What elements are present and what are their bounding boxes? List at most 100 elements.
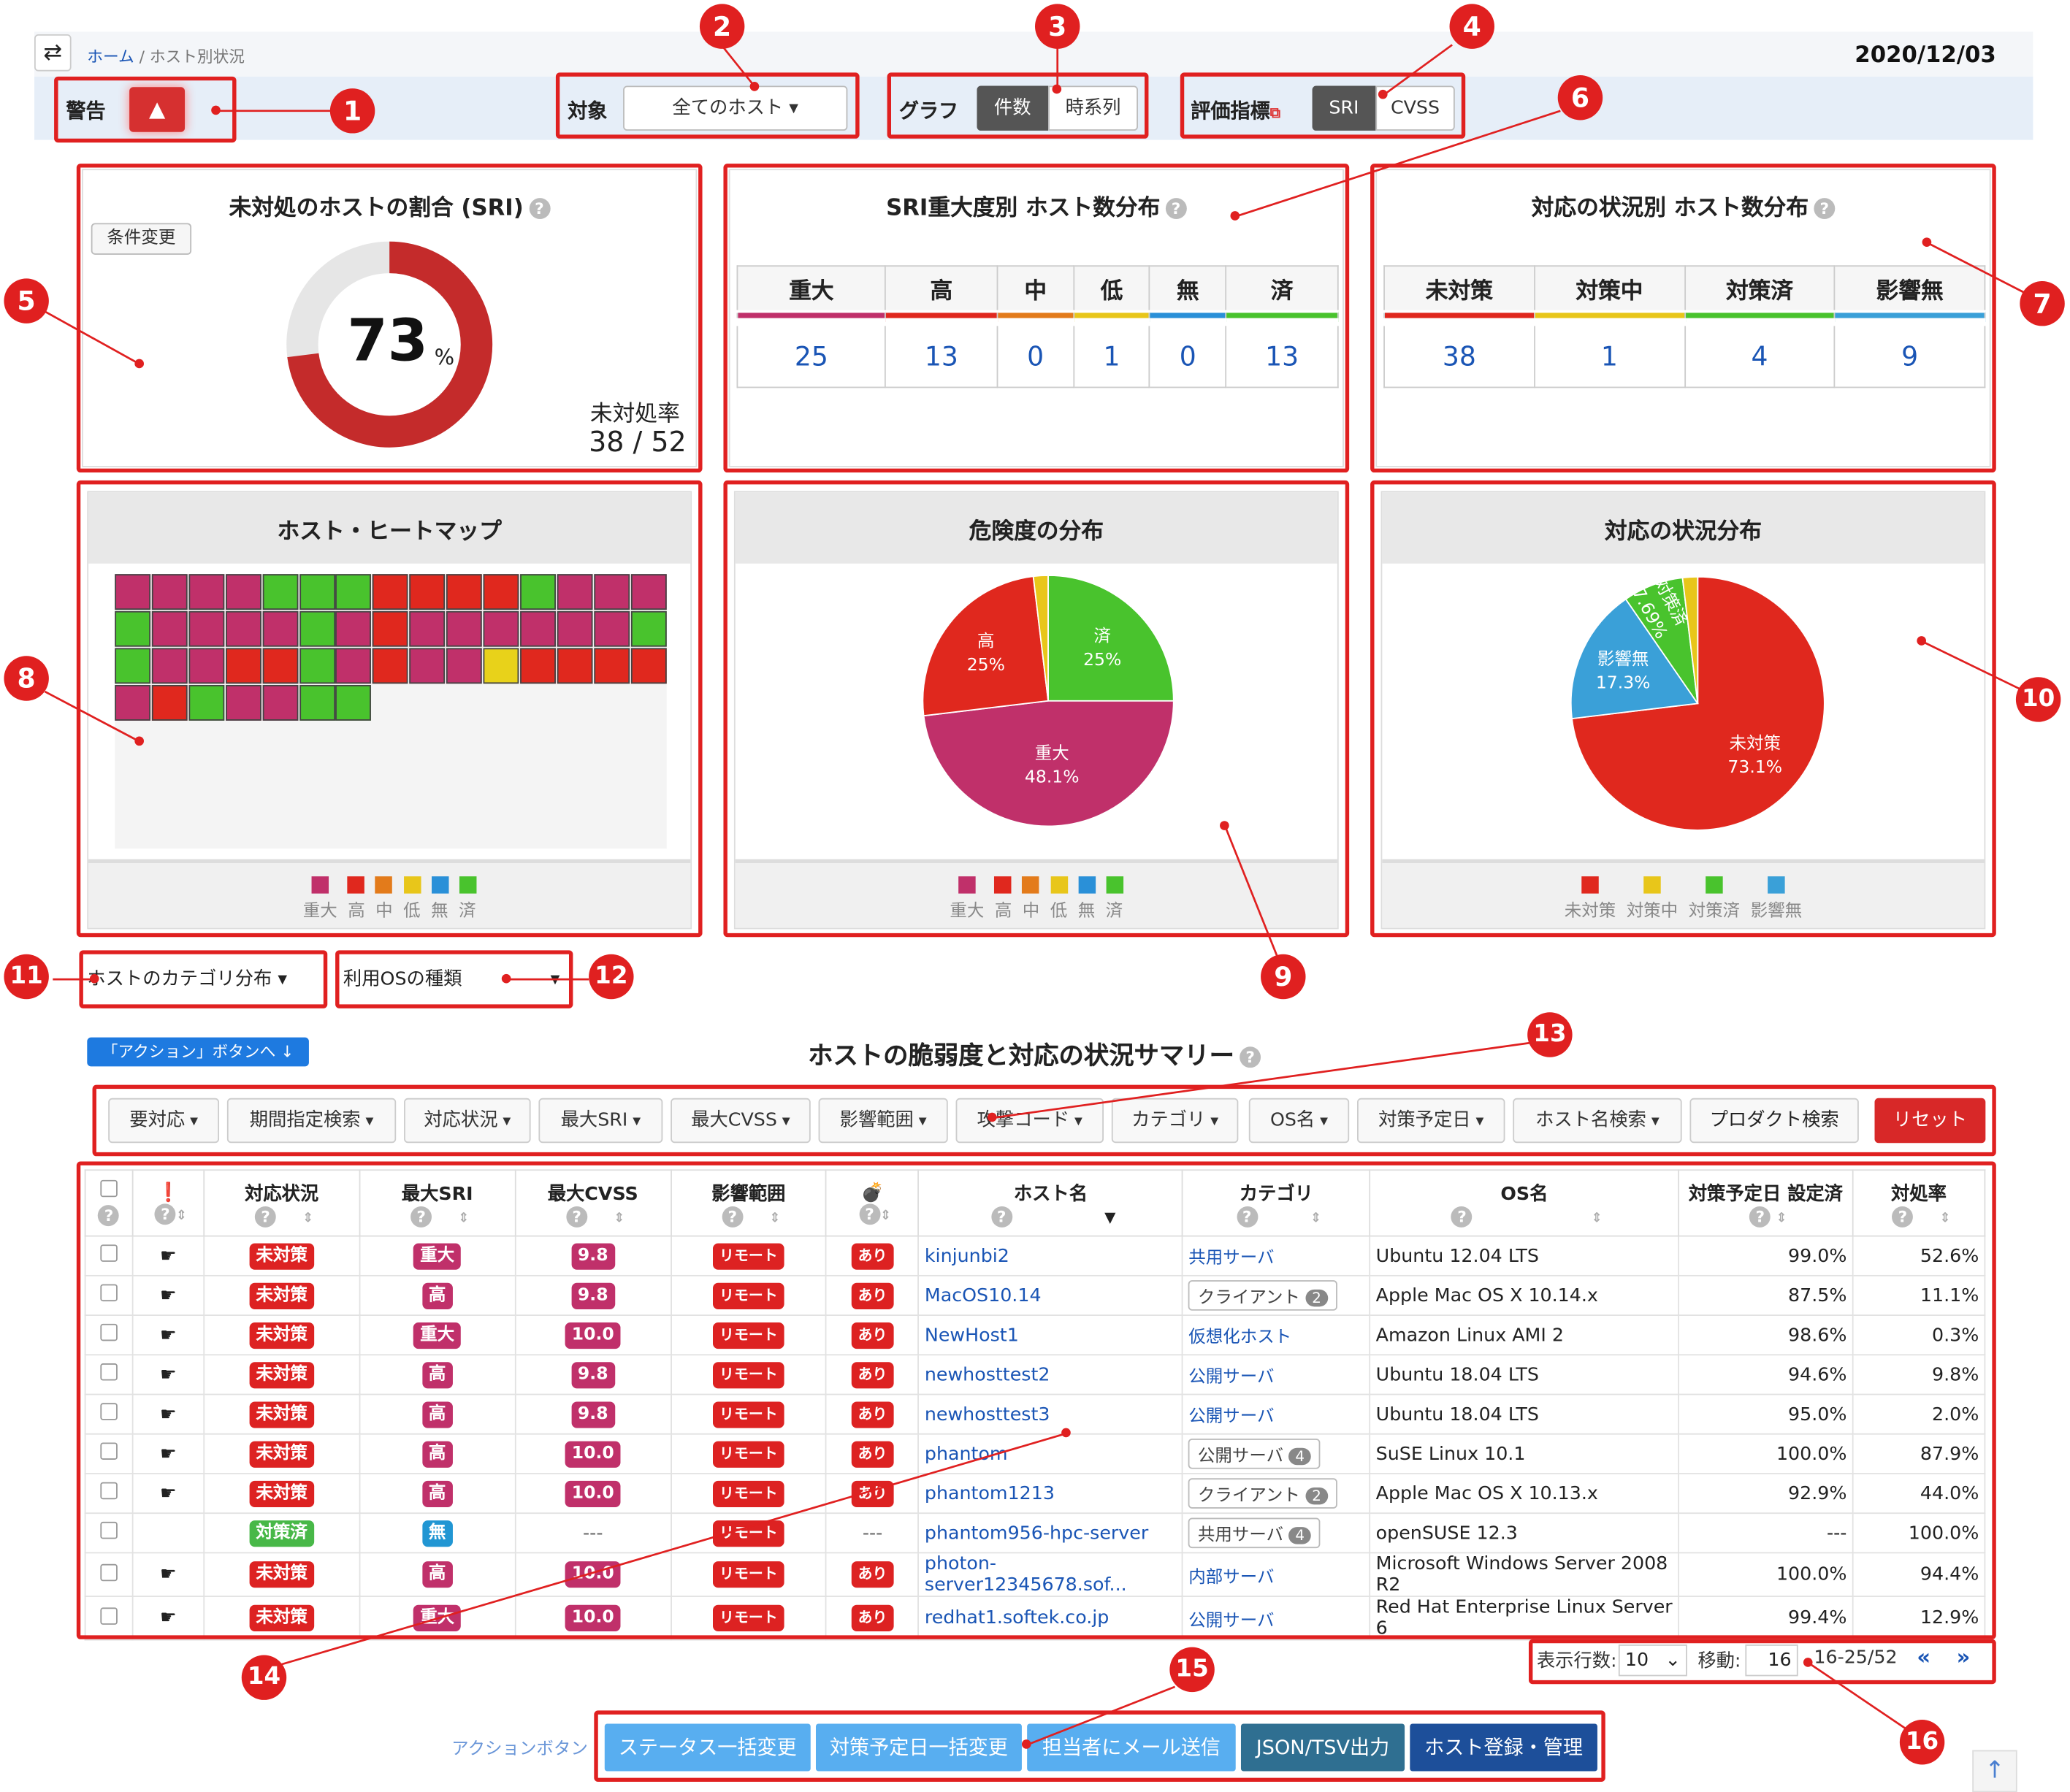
host-name-link[interactable]: phantom1213	[924, 1482, 1055, 1504]
heatmap-cell[interactable]	[261, 610, 298, 647]
sort-icon[interactable]: ⇕	[769, 1211, 781, 1226]
help-icon[interactable]: ?	[1749, 1206, 1771, 1227]
heatmap-legend-item[interactable]: 高	[348, 876, 365, 922]
heatmap-cell[interactable]	[188, 610, 224, 647]
filter-response-status[interactable]: 対応状況	[404, 1098, 531, 1144]
table-row[interactable]: 対策済 無 --- リモート --- phantom956-hpc-server 共用サーバ…	[84, 1512, 1986, 1554]
riskpie-slice[interactable]	[1047, 575, 1175, 702]
col-impact-scope[interactable]: 影響範囲? ⇕	[670, 1169, 828, 1237]
help-icon[interactable]: ?	[1165, 198, 1187, 220]
heatmap-cell[interactable]	[299, 648, 335, 684]
sri-severity-count[interactable]: 13	[1225, 321, 1339, 388]
sri-severity-count[interactable]: 13	[885, 321, 998, 388]
category-badge[interactable]: クライアント 2	[1188, 1478, 1337, 1509]
col-exploit[interactable]: 💣? ⇕	[825, 1169, 920, 1237]
filter-product-search[interactable]: プロダクト検索	[1689, 1098, 1859, 1144]
sri-severity-count[interactable]: 0	[996, 321, 1074, 388]
host-name-link[interactable]: kinjunbi2	[924, 1245, 1009, 1267]
heatmap-cell[interactable]	[446, 610, 482, 647]
heatmap-legend-item[interactable]: 済	[459, 876, 476, 922]
row-checkbox[interactable]	[100, 1607, 118, 1625]
heatmap-cell[interactable]	[261, 648, 298, 684]
pointer-icon[interactable]: ☛	[159, 1563, 177, 1585]
sri-severity-count[interactable]: 1	[1072, 321, 1151, 388]
help-icon[interactable]: ?	[410, 1206, 432, 1227]
scroll-top-icon[interactable]: ↑	[1972, 1750, 2017, 1792]
heatmap-cell[interactable]	[373, 574, 409, 610]
table-row[interactable]: ☛ 未対策高 10.0 リモート あり phantom1213 クライアント 2 Apple M…	[84, 1473, 1986, 1515]
row-checkbox[interactable]	[100, 1442, 118, 1460]
graph-timeseries-button[interactable]: 時系列	[1048, 85, 1138, 131]
heatmap-cell[interactable]	[299, 574, 335, 610]
heatmap-cell[interactable]	[446, 574, 482, 610]
filter-needs-action[interactable]: 要対応	[108, 1098, 220, 1144]
select-all-header[interactable]: ?	[84, 1169, 134, 1237]
heatmap-cell[interactable]	[335, 574, 372, 610]
heatmap-legend-item[interactable]: 無	[431, 876, 448, 922]
category-link[interactable]: 公開サーバ	[1188, 1406, 1275, 1427]
heatmap-cell[interactable]	[519, 648, 556, 684]
change-condition-button[interactable]: 条件変更	[91, 223, 192, 255]
filter-planned-date[interactable]: 対策予定日	[1357, 1098, 1505, 1144]
status-legend-item[interactable]: 対策済	[1689, 876, 1740, 922]
heatmap-cell[interactable]	[409, 574, 446, 610]
breadcrumb-home[interactable]: ホーム	[87, 47, 134, 66]
sort-icon[interactable]: ⇕	[1939, 1211, 1951, 1226]
category-badge[interactable]: 公開サーバ 4	[1188, 1439, 1321, 1469]
statuspie-slice[interactable]	[1570, 598, 1699, 720]
category-link[interactable]: 共用サーバ	[1188, 1248, 1275, 1268]
host-name-link[interactable]: newhosttest2	[924, 1363, 1050, 1385]
row-checkbox[interactable]	[100, 1563, 118, 1581]
reset-button[interactable]: リセット	[1874, 1098, 1986, 1144]
heatmap-cell[interactable]	[483, 610, 519, 647]
col-status[interactable]: 対応状況? ⇕	[203, 1169, 361, 1237]
table-row[interactable]: ☛ 未対策高 10.0 リモート あり phantom 公開サーバ 4 SuSE Linux 1…	[84, 1433, 1986, 1474]
col-handling-rate[interactable]: 対処率? ⇕	[1852, 1169, 1986, 1237]
heatmap-cell[interactable]	[483, 574, 519, 610]
row-checkbox[interactable]	[100, 1403, 118, 1420]
statuspie-slice[interactable]	[1681, 575, 1699, 704]
category-badge[interactable]: クライアント 2	[1188, 1280, 1337, 1311]
row-checkbox[interactable]	[100, 1284, 118, 1302]
heatmap-cell[interactable]	[409, 648, 446, 684]
help-icon[interactable]: ?	[255, 1206, 277, 1227]
sidebar-toggle-icon[interactable]: ⇄	[34, 34, 72, 72]
sort-desc-icon[interactable]: ▼	[1104, 1208, 1116, 1226]
host-register-button[interactable]: ホスト登録・管理	[1410, 1723, 1597, 1772]
row-checkbox[interactable]	[100, 1521, 118, 1539]
filter-os-name[interactable]: OS名	[1248, 1098, 1350, 1144]
move-page-input[interactable]: 16	[1745, 1644, 1798, 1677]
help-icon[interactable]: ?	[990, 1206, 1012, 1227]
heatmap-legend-item[interactable]: 重大	[303, 876, 337, 922]
category-badge[interactable]: 共用サーバ 4	[1188, 1517, 1321, 1549]
filter-max-sri[interactable]: 最大SRI	[538, 1098, 663, 1144]
help-icon[interactable]: ?	[528, 198, 550, 220]
host-name-link[interactable]: photon-server12345678.sof...	[924, 1553, 1127, 1596]
col-host-name[interactable]: ホスト名? ▼	[917, 1169, 1184, 1237]
heatmap-cell[interactable]	[225, 648, 261, 684]
col-max-sri[interactable]: 最大SRI? ⇕	[359, 1169, 516, 1237]
heatmap-cell[interactable]	[593, 648, 630, 684]
heatmap-cell[interactable]	[188, 648, 224, 684]
next-page-icon[interactable]: »	[1956, 1644, 1971, 1670]
status-legend-item[interactable]: 対策中	[1627, 876, 1678, 922]
heatmap-cell[interactable]	[225, 574, 261, 610]
jump-to-actions-button[interactable]: 「アクション」ボタンへ ↓	[87, 1037, 309, 1067]
filter-impact-scope[interactable]: 影響範囲	[818, 1098, 948, 1144]
heatmap-cell[interactable]	[335, 648, 372, 684]
category-link[interactable]: 公開サーバ	[1188, 1610, 1275, 1631]
riskpie-slice[interactable]	[922, 575, 1050, 717]
heatmap-cell[interactable]	[115, 648, 151, 684]
sri-severity-count[interactable]: 25	[736, 321, 887, 388]
pointer-icon[interactable]: ☛	[159, 1363, 177, 1385]
warning-icon[interactable]: ▲	[129, 87, 186, 132]
sort-icon[interactable]: ⇕	[302, 1211, 314, 1226]
os-types-dropdown[interactable]: 利用OSの種類 ▾	[343, 961, 568, 1000]
heatmap-cell[interactable]	[299, 685, 335, 721]
help-icon[interactable]: ?	[1892, 1206, 1914, 1227]
category-link[interactable]: 仮想化ホスト	[1188, 1328, 1292, 1348]
table-row[interactable]: ☛ 未対策 重大 10.0 リモート あり NewHost1 仮想化ホスト Amazon Lin…	[84, 1314, 1986, 1356]
heatmap-cell[interactable]	[557, 648, 593, 684]
pointer-icon[interactable]: ☛	[159, 1482, 177, 1504]
heatmap-cell[interactable]	[630, 648, 667, 684]
